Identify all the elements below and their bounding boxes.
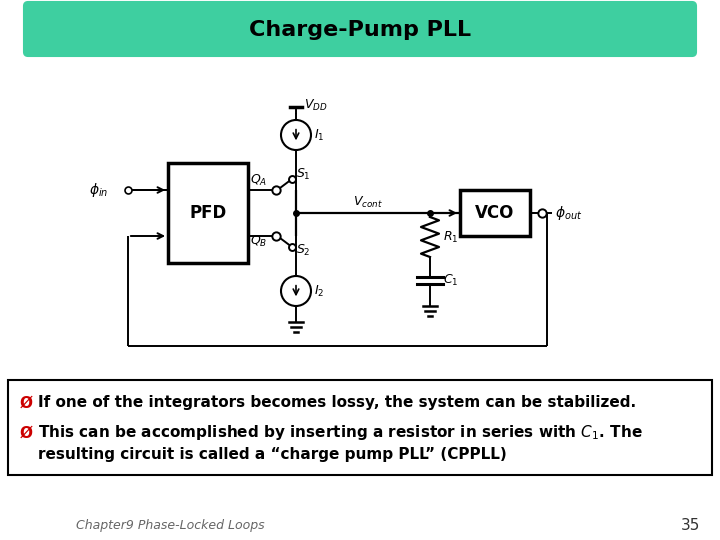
Circle shape bbox=[281, 120, 311, 150]
Bar bbox=[460, 190, 530, 236]
FancyBboxPatch shape bbox=[24, 2, 696, 56]
Text: This can be accomplished by inserting a resistor in series with $C_1$. The: This can be accomplished by inserting a … bbox=[38, 423, 643, 442]
Bar bbox=[168, 163, 248, 263]
Text: Ø: Ø bbox=[20, 395, 33, 410]
Text: $I_1$: $I_1$ bbox=[314, 127, 325, 143]
Text: $\phi_{in}$: $\phi_{in}$ bbox=[89, 181, 108, 199]
Text: $V_{cont}$: $V_{cont}$ bbox=[353, 194, 383, 210]
Text: If one of the integrators becomes lossy, the system can be stabilized.: If one of the integrators becomes lossy,… bbox=[38, 395, 636, 410]
Text: $C_1$: $C_1$ bbox=[443, 273, 459, 287]
Text: VCO: VCO bbox=[475, 204, 515, 222]
Text: Chapter9 Phase-Locked Loops: Chapter9 Phase-Locked Loops bbox=[76, 518, 264, 531]
Text: $I_2$: $I_2$ bbox=[314, 284, 324, 299]
Text: 35: 35 bbox=[680, 517, 700, 532]
Text: Ø: Ø bbox=[20, 426, 33, 441]
Text: $R_1$: $R_1$ bbox=[443, 230, 459, 245]
Circle shape bbox=[281, 276, 311, 306]
Text: $Q_A$: $Q_A$ bbox=[250, 172, 267, 187]
Text: PFD: PFD bbox=[189, 204, 227, 222]
Text: resulting circuit is called a “charge pump PLL” (CPPLL): resulting circuit is called a “charge pu… bbox=[38, 447, 507, 462]
Text: $V_{DD}$: $V_{DD}$ bbox=[304, 97, 328, 112]
Text: $S_2$: $S_2$ bbox=[296, 242, 310, 258]
Bar bbox=[8, 380, 712, 475]
Text: $\phi_{out}$: $\phi_{out}$ bbox=[555, 204, 582, 222]
Text: $S_1$: $S_1$ bbox=[296, 166, 310, 181]
Text: Charge-Pump PLL: Charge-Pump PLL bbox=[249, 20, 471, 40]
Text: $Q_B$: $Q_B$ bbox=[250, 233, 267, 248]
